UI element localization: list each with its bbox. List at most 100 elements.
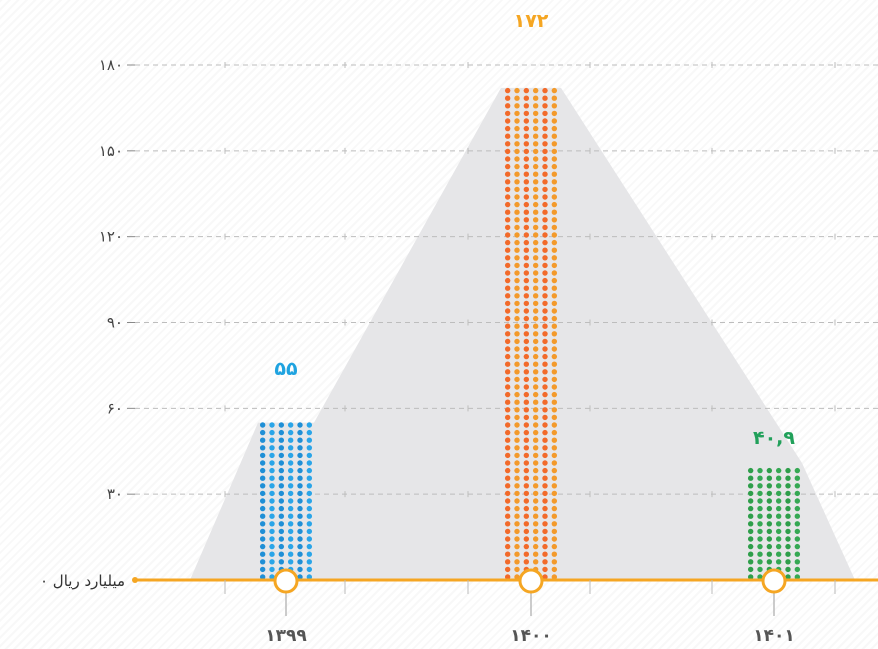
bar-dot [542,437,548,443]
bar-dot [514,521,520,527]
bar-dot [523,103,530,109]
bar-dot [794,505,801,512]
bar-dot [514,543,520,550]
bar-dot [504,391,511,398]
bar-dot [514,407,520,413]
bar-dot [551,239,558,246]
y-tick-label: ۱۵۰ [99,142,123,160]
bar-dot [523,156,530,162]
bar-dot [551,460,558,466]
labels-layer: ۰ میلیارد ریال ۱۳۹۹ ۱۴۰۰ ۱۴۰۱ ۵۵ ۱۷۲ ۴۰,۹ [40,10,795,646]
bar-dot [514,346,520,352]
bar-dot [794,528,801,535]
bar-dot [532,460,539,466]
y-tick-label: ۱۸۰ [99,56,123,74]
bar-dot [514,505,520,512]
bar-dot [306,505,313,512]
bar-dot [523,186,530,193]
bar-dot [259,422,266,428]
bar-dot [287,528,294,535]
bar-dot [542,399,548,405]
bar-dot [766,513,773,519]
bar [747,467,801,580]
bar-dot [551,118,558,124]
bar-dot [504,125,511,132]
bar-dot [523,498,530,504]
y-tick-label: ۹۰ [107,314,123,332]
bar-dot [523,391,530,398]
bar-dot [775,559,782,565]
bar-dot [785,543,791,550]
bar-dot [551,186,558,193]
bar-dot [551,300,558,307]
bar-dot [766,521,773,527]
bar-dot [551,414,558,421]
bar-dot [306,437,313,443]
bar-dot [287,467,294,474]
bar-dot [532,346,539,352]
bar-dot [532,300,539,307]
bar-dot [514,460,520,466]
bar-dot [514,399,520,405]
bar-dot [259,536,266,542]
bar-dot [269,521,275,527]
bar-dot [757,513,763,519]
bar-dot [542,331,548,337]
bar-dot [504,384,511,390]
bar-dot [504,452,511,459]
bar-dot [259,498,266,504]
bar-dot [542,361,548,367]
background-shape [190,87,855,580]
bar-dot [297,490,303,497]
bar-dot [766,483,773,489]
bar-dot [306,490,313,497]
bar-dot [532,361,539,367]
bar-dot [504,460,511,466]
bar-dot [504,338,511,345]
bar-dot [542,422,548,428]
bar-dot [523,239,530,246]
bar-dot [757,483,763,489]
bar-dot [278,483,285,489]
bar-dot [523,521,530,527]
bar-dot [514,559,520,565]
bar-dot [297,521,303,527]
bar-dot [542,407,548,413]
x-category-label: ۱۳۹۹ [265,626,307,646]
bar-dot [551,353,558,360]
bar-dot [551,270,558,276]
bar-dot [297,528,303,535]
bar-dot [523,110,530,117]
bar-dot [504,399,511,405]
bar-dot [504,270,511,276]
bar-dot [306,460,313,466]
bar-dot [523,376,530,383]
bar-dot [542,239,548,246]
bar-dot [306,429,313,436]
bar-dot [766,505,773,512]
bar-dot [523,179,530,185]
bar-dot [775,505,782,512]
bar-dot [269,559,275,565]
bar-dot [551,445,558,451]
bar-dot [551,483,558,489]
bar-dot [514,422,520,428]
bar-dot [514,308,520,314]
bar-dot [542,293,548,299]
bar-dot [514,551,520,557]
bar-dot [551,369,558,375]
bar-dot [306,574,313,580]
bar-dot [532,414,539,421]
bar-dot [514,171,520,177]
bar-dot [747,543,754,550]
bar-dot [757,551,763,557]
bar-dot [523,171,530,177]
bar-dot [278,528,285,535]
bar-dot [523,452,530,459]
bar-dot [523,323,530,329]
bar-dot [551,255,558,261]
bar-dot [523,429,530,436]
bar-dot [551,331,558,337]
bar-dot [532,277,539,284]
bar-dot [775,467,782,474]
